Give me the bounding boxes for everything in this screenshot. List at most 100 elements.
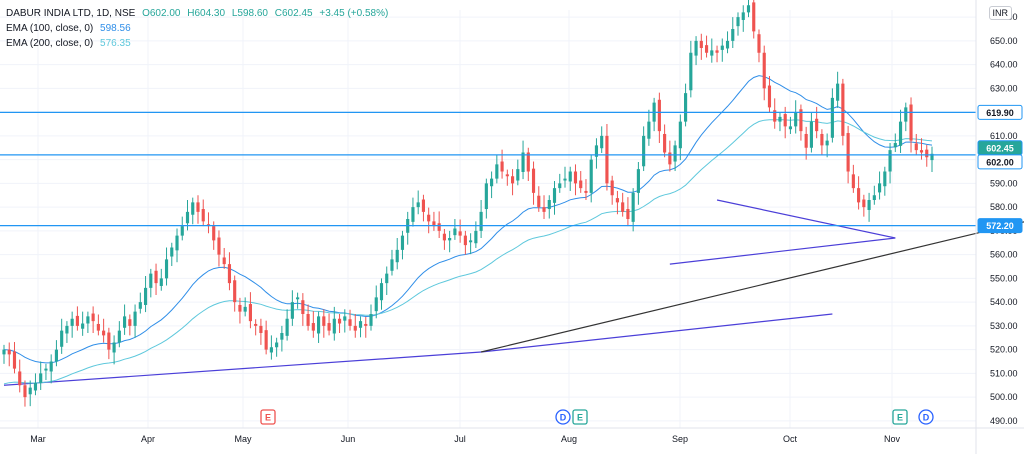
candle-body[interactable] [332, 318, 336, 334]
candle-body[interactable] [877, 183, 882, 193]
price-label-box[interactable] [977, 218, 1023, 234]
ema100-line[interactable] [3, 75, 933, 364]
candle-body[interactable] [731, 29, 735, 41]
trendline-triangle-upper[interactable] [716, 199, 896, 239]
candle-body[interactable] [694, 40, 698, 56]
candle-body[interactable] [86, 316, 90, 324]
candle-body[interactable] [589, 159, 593, 193]
candle-body[interactable] [285, 318, 289, 336]
candle-body[interactable] [752, 2, 756, 32]
candle-body[interactable] [458, 231, 462, 236]
candle-body[interactable] [704, 45, 709, 53]
candle-body[interactable] [799, 109, 803, 132]
candle-body[interactable] [600, 135, 604, 149]
candle-body[interactable] [862, 199, 866, 208]
candle-body[interactable] [479, 211, 483, 231]
candle-body[interactable] [558, 183, 562, 189]
candle-body[interactable] [563, 178, 567, 181]
candle-body[interactable] [358, 321, 363, 328]
candle-body[interactable] [547, 200, 551, 210]
candle-body[interactable] [474, 230, 478, 244]
candle-body[interactable] [12, 351, 17, 369]
candle-body[interactable] [673, 145, 677, 162]
candle-body[interactable] [642, 135, 646, 167]
candle-body[interactable] [867, 200, 871, 210]
candle-body[interactable] [505, 174, 509, 177]
candle-body[interactable] [484, 183, 488, 210]
candle-body[interactable] [757, 34, 761, 53]
candle-body[interactable] [337, 318, 342, 324]
candle-body[interactable] [170, 247, 174, 257]
candle-body[interactable] [217, 237, 221, 255]
candle-body[interactable] [138, 302, 142, 309]
candle-body[interactable] [684, 93, 688, 122]
price-label-box[interactable] [977, 154, 1023, 170]
candle-body[interactable] [925, 149, 929, 158]
candle-body[interactable] [767, 85, 772, 108]
candle-body[interactable] [490, 178, 494, 187]
candle-body[interactable] [610, 180, 614, 196]
candle-body[interactable] [500, 161, 504, 172]
candle-body[interactable] [437, 223, 441, 231]
candle-body[interactable] [919, 150, 924, 153]
candle-body[interactable] [720, 45, 724, 50]
candle-body[interactable] [102, 330, 106, 336]
candle-body[interactable] [841, 83, 845, 136]
currency-badge[interactable]: INR [988, 6, 1012, 20]
candle-body[interactable] [364, 323, 368, 326]
candle-body[interactable] [2, 349, 6, 355]
candle-body[interactable] [636, 169, 640, 193]
candle-body[interactable] [836, 83, 840, 101]
candle-body[interactable] [615, 198, 619, 203]
candle-body[interactable] [510, 176, 515, 184]
candle-body[interactable] [453, 228, 457, 236]
candle-body[interactable] [379, 283, 384, 301]
candle-body[interactable] [605, 135, 609, 184]
candle-body[interactable] [143, 287, 148, 305]
candle-body[interactable] [647, 121, 651, 139]
candle-body[interactable] [883, 171, 887, 187]
candle-body[interactable] [201, 209, 205, 222]
candle-body[interactable] [65, 325, 69, 334]
candle-body[interactable] [469, 240, 473, 243]
candle-body[interactable] [180, 226, 184, 236]
candle-body[interactable] [112, 342, 116, 353]
candle-body[interactable] [621, 202, 625, 212]
candle-body[interactable] [804, 133, 808, 148]
candle-body[interactable] [322, 316, 326, 326]
candle-body[interactable] [39, 373, 43, 383]
candle-body[interactable] [175, 235, 179, 251]
candle-body[interactable] [736, 17, 740, 27]
candle-body[interactable] [164, 259, 169, 279]
candle-body[interactable] [212, 226, 216, 241]
trendline-rising-support[interactable] [481, 313, 833, 353]
candle-body[interactable] [254, 323, 258, 326]
candle-body[interactable] [70, 318, 74, 326]
candle-body[interactable] [222, 257, 226, 265]
candle-body[interactable] [395, 249, 399, 263]
candle-body[interactable] [264, 330, 268, 350]
candle-body[interactable] [741, 12, 745, 20]
candle-body[interactable] [117, 330, 121, 343]
candle-body[interactable] [233, 280, 237, 303]
candle-body[interactable] [400, 235, 405, 250]
earnings-event-marker[interactable] [892, 409, 908, 425]
candle-body[interactable] [296, 297, 300, 300]
candle-body[interactable] [778, 116, 782, 122]
candle-body[interactable] [290, 302, 294, 319]
candle-body[interactable] [904, 107, 908, 122]
candle-body[interactable] [442, 233, 446, 241]
candle-body[interactable] [573, 171, 578, 184]
candle-body[interactable] [531, 168, 536, 193]
candle-body[interactable] [191, 202, 195, 215]
candle-body[interactable] [762, 52, 766, 89]
candle-body[interactable] [269, 347, 273, 353]
candle-body[interactable] [552, 188, 557, 203]
candle-body[interactable] [930, 153, 934, 161]
candle-body[interactable] [385, 273, 389, 284]
candle-body[interactable] [348, 319, 352, 326]
candle-body[interactable] [275, 342, 279, 348]
candle-body[interactable] [248, 304, 252, 322]
candle-body[interactable] [888, 150, 892, 172]
